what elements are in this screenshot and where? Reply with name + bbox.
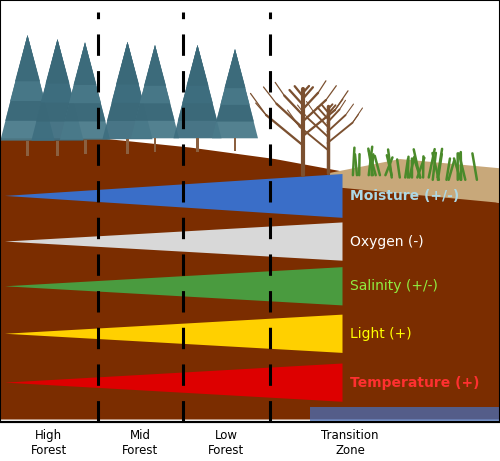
Polygon shape <box>5 315 342 353</box>
Bar <box>126 139 129 154</box>
Polygon shape <box>0 138 500 420</box>
Polygon shape <box>182 45 213 103</box>
Text: Salinity (+/-): Salinity (+/-) <box>350 279 438 293</box>
Polygon shape <box>5 363 342 402</box>
Text: Temperature (+): Temperature (+) <box>350 376 480 390</box>
Polygon shape <box>64 42 106 121</box>
Polygon shape <box>15 35 40 81</box>
Polygon shape <box>330 159 500 203</box>
Polygon shape <box>0 35 54 141</box>
Bar <box>84 140 86 154</box>
Text: Light (+): Light (+) <box>350 327 412 341</box>
Polygon shape <box>46 39 70 83</box>
Text: High
Forest: High Forest <box>30 430 66 457</box>
Polygon shape <box>140 45 170 103</box>
Polygon shape <box>112 42 144 103</box>
Polygon shape <box>5 35 50 121</box>
Polygon shape <box>116 42 139 84</box>
Polygon shape <box>74 42 96 85</box>
Polygon shape <box>69 42 101 103</box>
Polygon shape <box>102 42 152 139</box>
Text: Low
Forest: Low Forest <box>208 430 244 457</box>
Polygon shape <box>174 45 222 138</box>
Bar <box>196 138 199 152</box>
Polygon shape <box>178 45 217 121</box>
Polygon shape <box>310 407 500 422</box>
Bar <box>26 141 29 156</box>
Polygon shape <box>212 49 258 138</box>
Polygon shape <box>136 45 174 121</box>
Text: Mid
Forest: Mid Forest <box>122 430 158 457</box>
Polygon shape <box>216 49 254 122</box>
Text: Transition
Zone: Transition Zone <box>321 430 379 457</box>
Polygon shape <box>5 174 342 218</box>
Polygon shape <box>131 45 179 138</box>
Polygon shape <box>220 49 250 105</box>
Polygon shape <box>186 45 208 86</box>
Polygon shape <box>5 267 342 305</box>
Bar <box>154 138 156 152</box>
Polygon shape <box>144 45 166 86</box>
Polygon shape <box>107 42 148 121</box>
Polygon shape <box>60 42 110 140</box>
Polygon shape <box>224 49 246 88</box>
Bar <box>56 141 59 156</box>
Polygon shape <box>32 39 84 141</box>
Text: Moisture (+/-): Moisture (+/-) <box>350 189 459 203</box>
Polygon shape <box>36 39 79 122</box>
Bar <box>234 138 236 152</box>
Polygon shape <box>41 39 74 103</box>
Polygon shape <box>5 223 342 261</box>
Text: Oxygen (-): Oxygen (-) <box>350 235 424 248</box>
Polygon shape <box>10 35 45 101</box>
